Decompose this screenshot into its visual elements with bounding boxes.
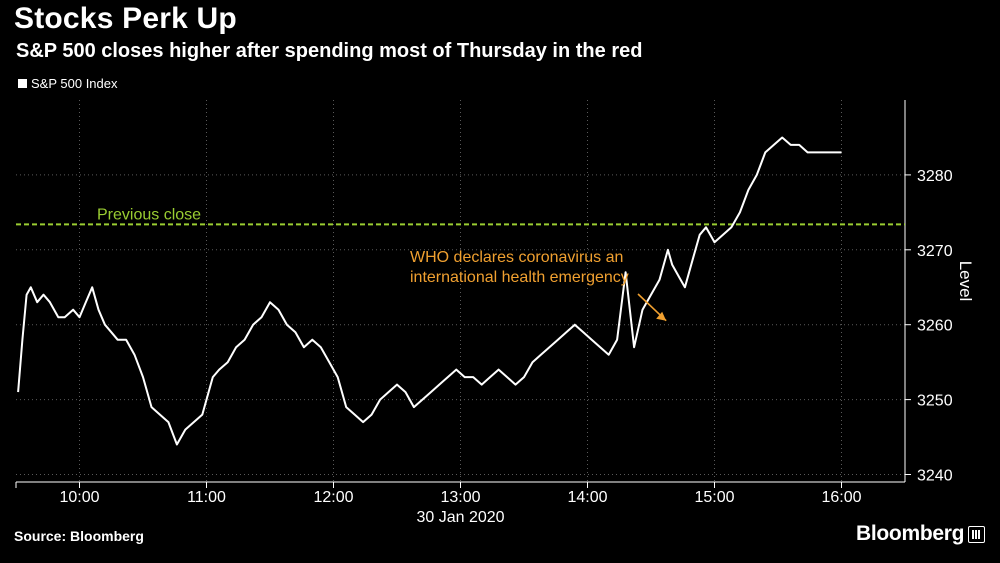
chart-title: Stocks Perk Up	[14, 2, 237, 35]
y-axis-title: Level	[956, 261, 975, 302]
y-tick-label: 3280	[917, 168, 953, 185]
x-tick-label: 14:00	[567, 489, 607, 506]
legend-swatch	[18, 79, 27, 88]
brand-badge-icon	[968, 525, 986, 543]
brand-name: Bloomberg	[856, 522, 965, 545]
y-tick-label: 3260	[917, 318, 953, 335]
annotation-line-2: international health emergency	[410, 269, 629, 286]
x-tick-label: 13:00	[440, 489, 480, 506]
x-tick-label: 16:00	[821, 489, 861, 506]
y-tick-label: 3250	[917, 393, 953, 410]
previous-close-label: Previous close	[97, 206, 201, 223]
legend: S&P 500 Index	[18, 76, 118, 91]
brand-logo: Bloomberg	[856, 522, 986, 546]
annotation-arrow-head	[656, 311, 667, 321]
chart-subtitle: S&P 500 closes higher after spending mos…	[16, 40, 643, 62]
x-tick-label: 12:00	[313, 489, 353, 506]
y-tick-label: 3270	[917, 243, 953, 260]
y-tick-label: 3240	[917, 468, 953, 485]
annotation-line-1: WHO declares coronavirus an	[410, 249, 623, 266]
x-tick-label: 10:00	[59, 489, 99, 506]
source-note: Source: Bloomberg	[14, 528, 144, 544]
x-tick-label: 15:00	[694, 489, 734, 506]
series-line-sp500	[17, 136, 842, 446]
legend-label: S&P 500 Index	[31, 76, 118, 91]
x-tick-label: 11:00	[187, 489, 226, 506]
x-axis-title: 30 Jan 2020	[416, 509, 504, 526]
